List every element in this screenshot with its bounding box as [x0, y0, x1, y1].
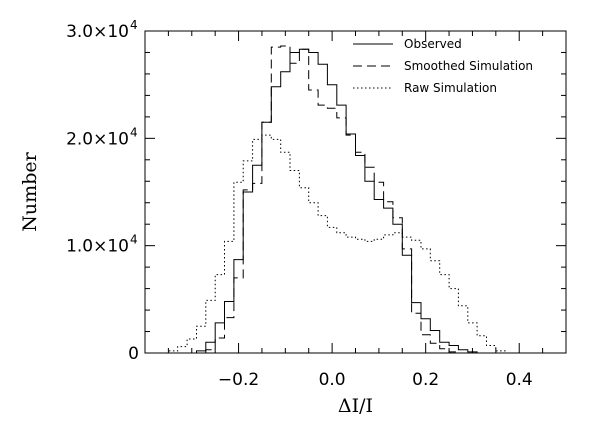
plot-frame [144, 30, 567, 354]
legend-label: Smoothed Simulation [404, 59, 533, 73]
legend-label: Observed [404, 37, 462, 51]
x-tick-label: 0.0 [319, 370, 346, 390]
y-tick-label: 1.0×10 [66, 237, 129, 257]
histogram-series-dotted [159, 134, 515, 354]
histogram-series-dashed [205, 45, 468, 354]
x-tick-label: 0.4 [506, 370, 533, 390]
x-tick-label: −0.2 [218, 370, 259, 390]
x-axis-label: ΔI/I [338, 395, 373, 417]
legend: Observed Smoothed Simulation Raw Simulatio… [353, 37, 533, 95]
series-layer [159, 45, 515, 354]
y-tick-exponent: 4 [130, 125, 138, 139]
y-tick-label: 2.0×10 [66, 129, 129, 149]
ticks-layer: −0.2 0.0 0.2 0.401.0×10 42.0×10 43.0×10 4 [66, 18, 567, 390]
y-tick-label: 0 [128, 344, 139, 364]
histogram-series-solid [196, 48, 487, 354]
y-axis-label: Number [19, 151, 41, 231]
y-tick-label: 3.0×10 [66, 22, 129, 42]
y-tick-exponent: 4 [130, 18, 138, 32]
legend-label: Raw Simulation [404, 81, 497, 95]
y-tick-exponent: 4 [130, 233, 138, 247]
x-tick-label: 0.2 [412, 370, 439, 390]
